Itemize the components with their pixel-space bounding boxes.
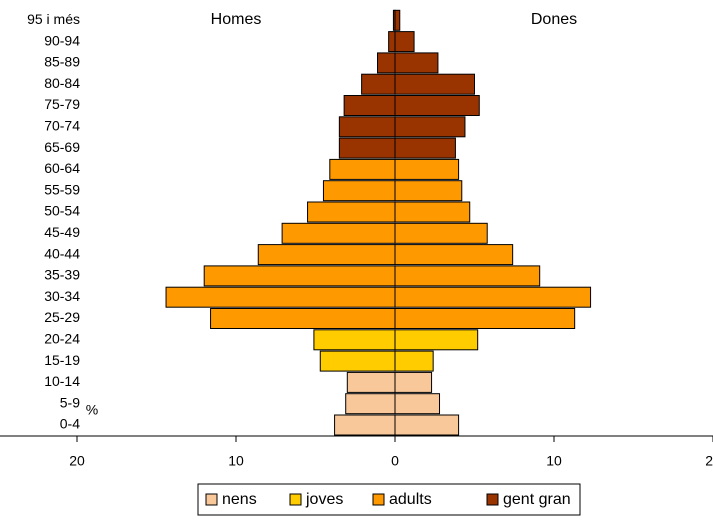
bar [281,222,396,244]
bar [394,308,576,329]
bar [394,286,592,308]
category-label: 70-74 [44,118,80,134]
bar [394,180,463,202]
bar [210,308,396,329]
x-tick-label: 20 [705,453,713,469]
bar [394,244,514,266]
category-label: 5-9 [60,394,80,410]
x-tick-label: 0 [391,453,399,469]
legend-swatch [486,493,499,506]
legend-label: gent gran [503,491,571,508]
x-tick-label: 10 [228,453,244,469]
bar [361,73,396,95]
category-label: 35-39 [44,267,80,283]
legend-swatch [205,493,218,506]
bar [394,52,439,74]
category-label: 95 i més [27,11,80,27]
legend-label: joves [305,491,343,508]
bar [394,9,401,31]
series-label: Dones [531,11,577,28]
series-label: Homes [211,11,262,28]
category-label: 45-49 [44,224,80,240]
legend-swatch [372,493,385,506]
bar [319,350,396,372]
category-label: 0-4 [60,416,80,432]
bar [313,329,396,351]
x-tick-label: 10 [546,453,562,469]
category-label: 15-19 [44,352,80,368]
category-label: 65-69 [44,139,80,155]
legend-swatch [289,493,302,506]
unit-label: % [86,402,98,418]
bar [394,393,441,415]
bar [322,180,396,202]
bar [394,73,475,95]
bar [394,350,434,372]
bar [388,31,396,53]
bar [394,265,541,287]
legend-label: nens [222,491,257,508]
x-tick-label: 20 [69,453,85,469]
bar [394,31,415,53]
bar [394,137,456,159]
category-label: 25-29 [44,309,80,325]
category-label: 60-64 [44,160,80,176]
category-label: 30-34 [44,288,80,304]
bar [394,329,479,351]
bar [394,222,488,244]
category-label: 75-79 [44,96,80,112]
bar [394,158,460,180]
bar [307,201,396,223]
category-label: 10-14 [44,373,80,389]
bar [343,95,396,116]
category-label: 50-54 [44,203,80,219]
bar [338,116,396,138]
category-label: 55-59 [44,181,80,197]
category-label: 85-89 [44,54,80,70]
bar [394,201,471,223]
bar [203,265,396,287]
bar [329,158,396,180]
bar [338,137,396,159]
category-label: 40-44 [44,245,80,261]
category-label: 20-24 [44,331,80,347]
bar [346,371,396,393]
bar [394,414,460,436]
bar [394,95,480,116]
category-label: 90-94 [44,32,80,48]
bar [394,116,466,138]
bar [377,52,396,74]
category-label: 80-84 [44,75,80,91]
bar [334,414,396,436]
bar [394,371,433,393]
legend-label: adults [389,491,432,508]
legend-box [197,483,581,516]
bar [345,393,396,415]
bar [257,244,396,266]
bar [165,286,396,308]
